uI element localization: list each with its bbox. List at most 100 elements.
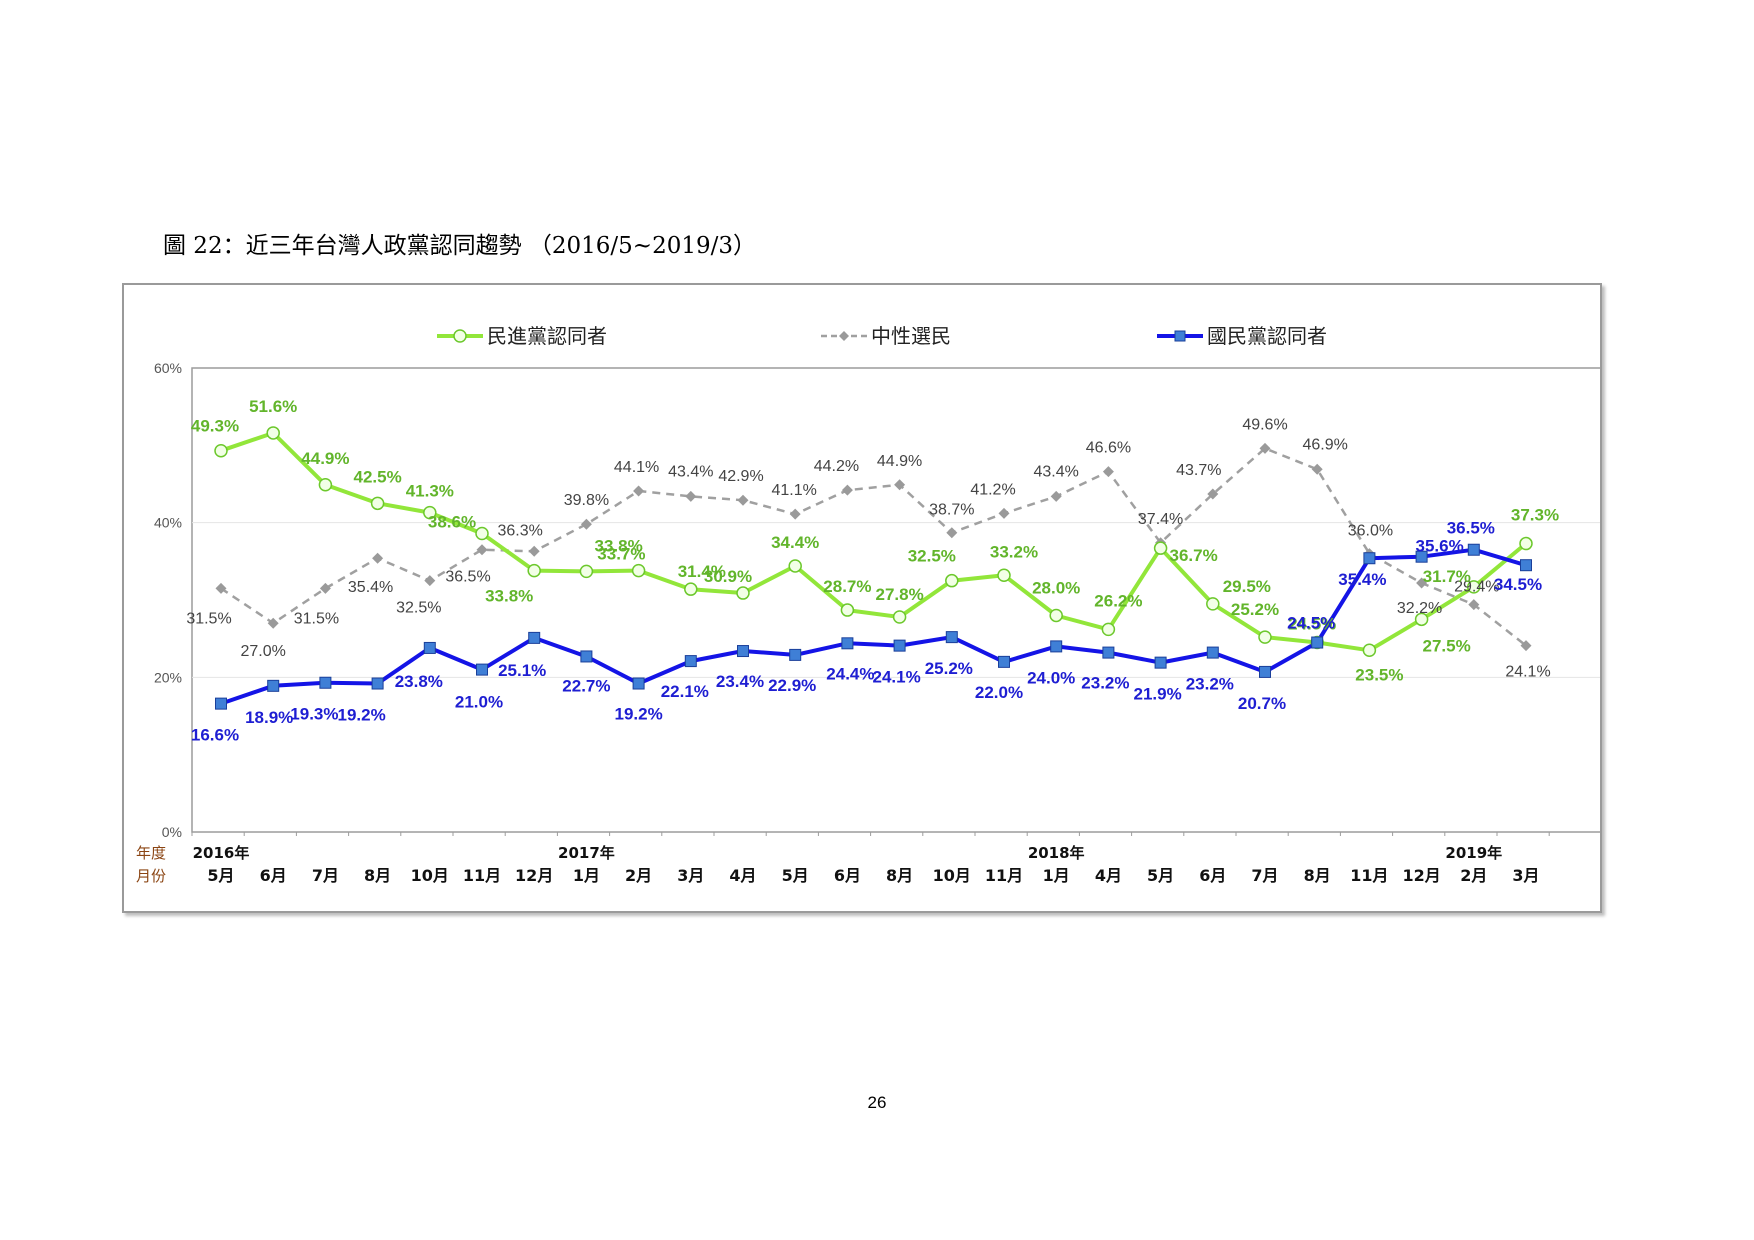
y-tick-label: 20% <box>154 669 182 685</box>
data-label-dpp: 33.8% <box>594 537 642 556</box>
legend-label-dpp: 民進黨認同者 <box>487 324 607 348</box>
data-point-kmt <box>580 650 593 663</box>
data-label-dpp: 29.5% <box>1223 577 1271 596</box>
data-point-neutral <box>1050 490 1062 502</box>
y-tick-label: 40% <box>154 515 182 531</box>
x-category-label: 2月 <box>1460 866 1487 885</box>
page-number: 26 <box>867 1093 887 1112</box>
data-label-dpp: 26.2% <box>1094 591 1142 610</box>
legend-label-neutral: 中性選民 <box>871 324 951 348</box>
data-point-neutral <box>215 582 227 594</box>
data-point-neutral <box>1416 577 1428 589</box>
data-point-neutral <box>580 518 592 530</box>
data-point-kmt <box>893 639 906 652</box>
x-category-label: 6月 <box>260 866 287 885</box>
data-label-dpp: 27.5% <box>1422 636 1470 655</box>
data-label-kmt: 21.0% <box>455 693 503 712</box>
data-point-kmt <box>319 676 332 689</box>
data-point-dpp <box>475 526 489 541</box>
data-label-kmt: 19.3% <box>290 705 338 724</box>
data-point-kmt <box>684 655 697 668</box>
data-label-kmt: 19.2% <box>337 706 385 725</box>
data-label-kmt: 24.4% <box>826 664 874 683</box>
data-point-neutral <box>1311 463 1323 475</box>
data-point-dpp <box>1467 580 1481 594</box>
data-label-dpp: 33.7% <box>597 544 645 563</box>
data-label-kmt: 36.5% <box>1447 519 1495 538</box>
x-category-label: 3月 <box>1512 866 1539 885</box>
series-line-neutral <box>220 447 1527 647</box>
plot-area <box>191 367 1600 833</box>
data-point-neutral <box>1468 599 1480 611</box>
x-category-label: 5月 <box>782 866 809 885</box>
x-category-label: 11月 <box>985 866 1023 885</box>
data-point-dpp <box>527 563 541 578</box>
data-label-dpp: 27.8% <box>875 585 923 604</box>
data-label-dpp: 25.2% <box>1231 600 1279 619</box>
data-point-dpp <box>1362 643 1377 658</box>
year-row-label: 年度 <box>136 844 166 862</box>
data-point-neutral <box>372 552 384 564</box>
data-point-neutral <box>633 485 645 497</box>
data-label-kmt: 34.5% <box>1494 575 1542 594</box>
data-point-kmt <box>632 677 645 690</box>
x-category-label: 11月 <box>463 866 501 885</box>
data-point-dpp <box>736 586 750 600</box>
data-point-dpp <box>1049 608 1063 623</box>
data-point-neutral <box>267 617 279 629</box>
data-point-kmt <box>1467 543 1480 556</box>
x-category-label: 5月 <box>207 866 234 885</box>
data-point-neutral <box>1259 442 1271 454</box>
data-point-dpp <box>266 426 280 440</box>
x-category-label: 10月 <box>933 866 971 885</box>
data-label-kmt: 22.7% <box>562 676 610 695</box>
data-point-neutral <box>946 527 958 539</box>
data-label-neutral: 38.7% <box>929 502 974 519</box>
data-label-kmt: 22.9% <box>768 676 816 695</box>
data-label-kmt: 21.9% <box>1133 685 1181 704</box>
x-category-label: 2月 <box>625 866 652 885</box>
data-point-kmt <box>215 697 227 710</box>
data-point-dpp <box>684 582 698 596</box>
data-label-dpp: 38.6% <box>428 512 476 531</box>
data-point-neutral <box>894 479 906 491</box>
data-label-dpp: 28.0% <box>1032 578 1080 597</box>
data-label-neutral: 39.8% <box>564 492 609 509</box>
data-label-neutral: 24.1% <box>1505 664 1550 681</box>
data-label-dpp: 36.7% <box>1169 546 1217 565</box>
data-point-neutral <box>528 545 540 557</box>
data-label-neutral: 32.5% <box>396 600 441 617</box>
data-point-kmt <box>1050 640 1063 653</box>
series-line-dpp <box>220 431 1528 653</box>
data-point-dpp <box>788 559 802 573</box>
data-label-neutral: 32.2% <box>1397 600 1442 617</box>
data-point-dpp <box>840 603 855 617</box>
data-label-dpp: 28.7% <box>823 577 871 596</box>
x-category-label: 10月 <box>411 866 449 885</box>
data-label-dpp: 23.5% <box>1355 665 1403 684</box>
month-row-label: 月份 <box>136 867 166 885</box>
data-point-neutral <box>476 544 488 556</box>
data-label-dpp: 30.9% <box>704 567 752 586</box>
data-label-kmt: 35.4% <box>1338 570 1386 589</box>
data-point-dpp <box>1519 536 1533 551</box>
data-label-dpp: 42.5% <box>353 467 401 486</box>
data-label-dpp: 32.5% <box>908 547 956 566</box>
data-point-dpp <box>579 564 594 579</box>
data-label-dpp: 51.6% <box>249 397 297 416</box>
series-line-kmt <box>220 547 1527 706</box>
x-category-label: 8月 <box>1304 866 1331 885</box>
legend-label-kmt: 國民黨認同者 <box>1207 324 1327 348</box>
data-point-kmt <box>1102 646 1115 659</box>
legend-marker-neutral <box>839 331 849 341</box>
data-label-neutral: 43.4% <box>668 463 713 480</box>
data-point-neutral <box>1102 466 1114 478</box>
data-point-dpp <box>945 573 959 588</box>
x-category-label: 7月 <box>312 866 339 885</box>
data-point-dpp <box>318 478 333 492</box>
x-category-label: 6月 <box>1199 866 1226 885</box>
data-label-kmt: 16.6% <box>191 726 239 745</box>
x-category-label: 1月 <box>573 866 600 885</box>
x-year-label: 2016年 <box>193 844 250 862</box>
data-label-neutral: 42.9% <box>718 468 763 485</box>
